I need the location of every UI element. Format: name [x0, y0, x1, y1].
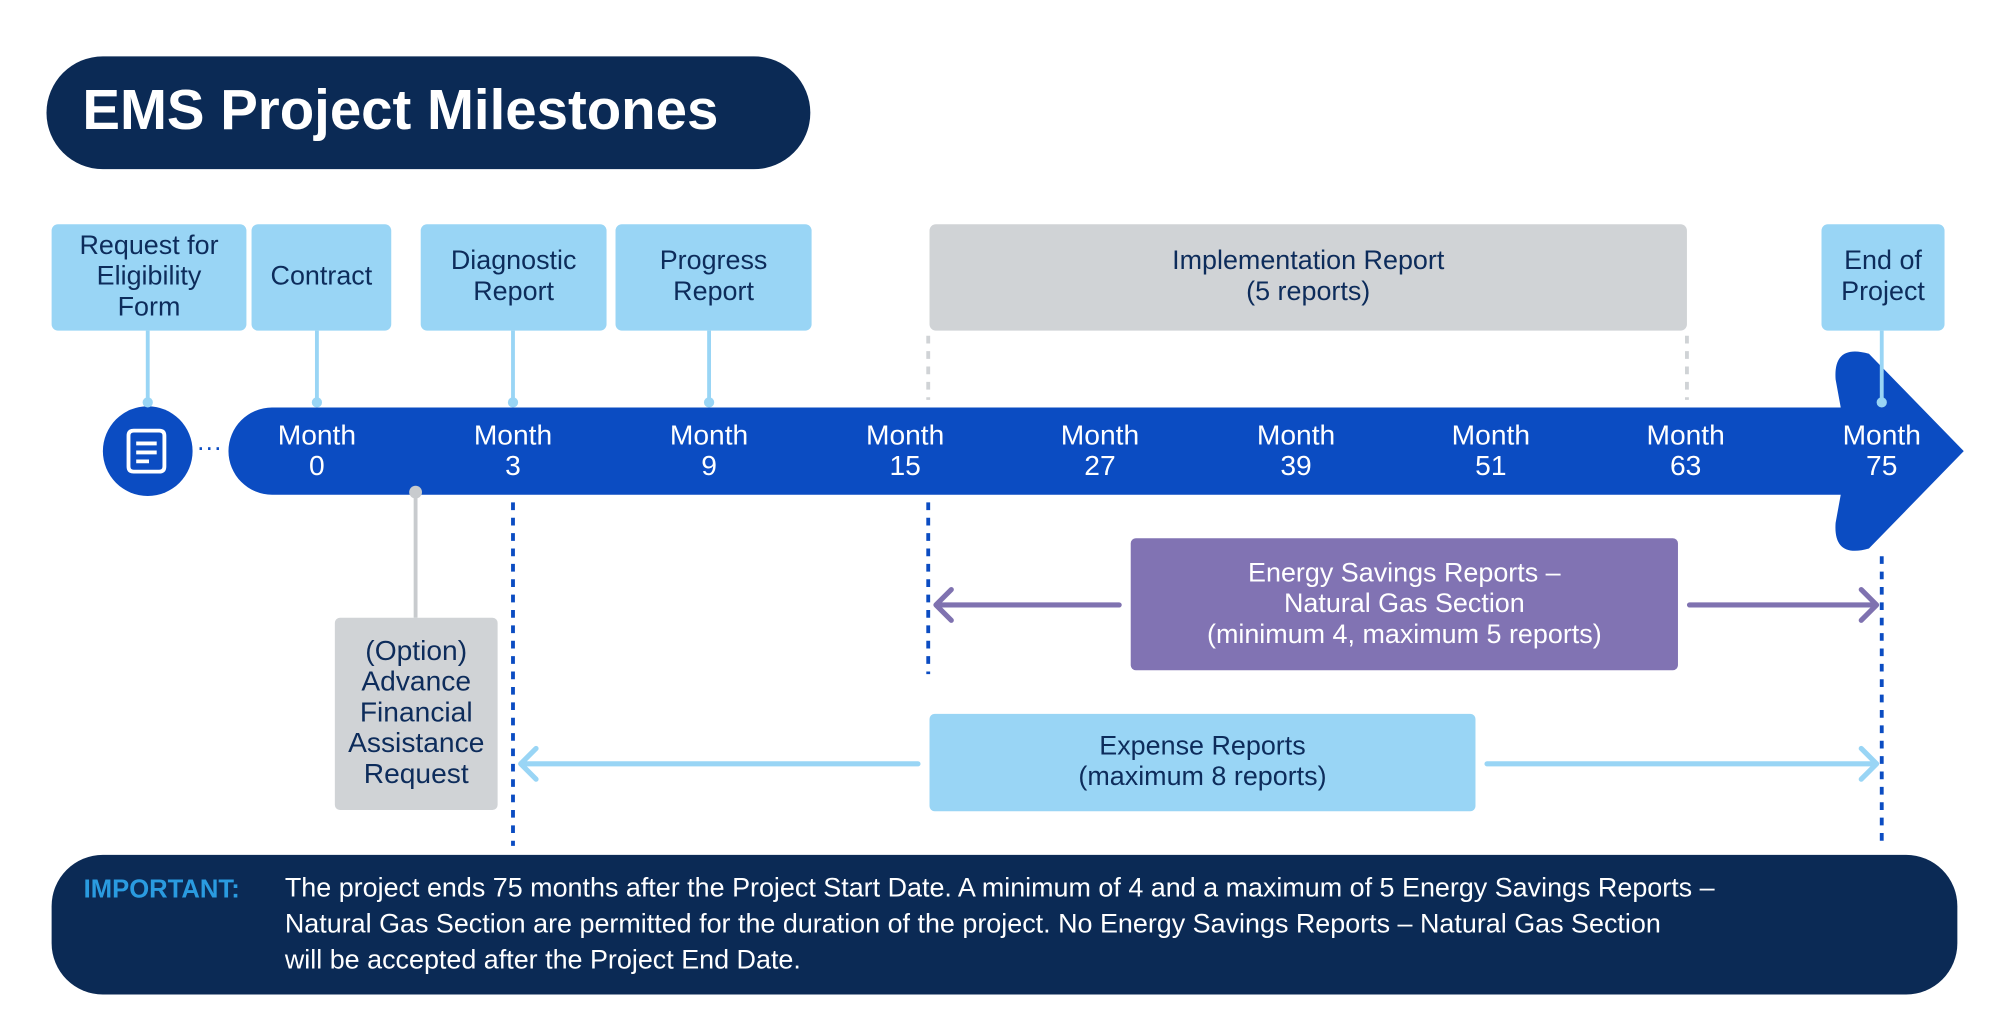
milestone-label: Report	[473, 276, 554, 306]
milestone-dot	[703, 397, 715, 408]
option-label: Financial	[360, 695, 473, 727]
month-label: 75	[1866, 449, 1897, 481]
milestone-dot	[1876, 397, 1887, 408]
month-label: Month	[1257, 418, 1335, 450]
milestone-box	[420, 224, 607, 331]
range-arrow	[1686, 586, 1880, 623]
expense-label: Expense Reports	[1099, 730, 1305, 760]
milestone-label: Report	[673, 276, 754, 306]
milestone-label: End of	[1844, 245, 1922, 275]
option-label: Advance	[361, 665, 471, 697]
important-text: Natural Gas Section are permitted for th…	[285, 908, 1661, 938]
option-label: Assistance	[348, 726, 484, 758]
title-pill	[46, 56, 811, 170]
milestone-box	[1821, 224, 1945, 331]
milestone-box	[251, 224, 392, 331]
timeline-arrow	[228, 351, 1964, 551]
milestone-label: Request for	[79, 230, 218, 260]
milestone-label: Form	[118, 291, 181, 321]
energy-label: Natural Gas Section	[1284, 588, 1525, 618]
milestone-box	[615, 224, 812, 331]
month-label: Month	[670, 418, 748, 450]
month-label: Month	[1843, 418, 1921, 450]
month-label: 27	[1084, 449, 1115, 481]
milestone-label: (5 reports)	[1246, 276, 1370, 306]
month-label: Month	[1452, 418, 1530, 450]
milestone-dot	[507, 397, 519, 408]
milestone-label: Contract	[271, 261, 373, 291]
important-box	[51, 854, 1958, 995]
month-label: 39	[1280, 449, 1311, 481]
expense-label: (maximum 8 reports)	[1078, 761, 1326, 791]
milestone-box	[929, 224, 1687, 331]
expense-box	[929, 713, 1476, 812]
option-box	[334, 617, 498, 810]
milestone-label: Eligibility	[97, 261, 202, 291]
range-arrows	[518, 586, 1880, 782]
month-label: Month	[278, 418, 356, 450]
milestone-label: Diagnostic	[451, 245, 577, 275]
month-label: 3	[505, 449, 521, 481]
month-label: Month	[866, 418, 944, 450]
month-label: 63	[1670, 449, 1701, 481]
month-label: Month	[474, 418, 552, 450]
milestone-label: Project	[1841, 276, 1925, 306]
energy-box	[1130, 538, 1678, 671]
month-label: 9	[701, 449, 717, 481]
important-label: IMPORTANT:	[84, 875, 240, 903]
milestone-box	[51, 224, 247, 331]
range-arrow	[518, 745, 921, 782]
ellipsis: ···	[196, 433, 222, 461]
month-label: Month	[1646, 418, 1724, 450]
milestone-dot	[142, 397, 153, 408]
form-icon	[126, 428, 167, 474]
month-label: 51	[1475, 449, 1506, 481]
month-label: 15	[889, 449, 920, 481]
month-label: 0	[309, 449, 325, 481]
option-label: (Option)	[365, 634, 467, 666]
milestone-dot	[311, 397, 323, 408]
month-label: Month	[1061, 418, 1139, 450]
form-icon-lines	[136, 441, 157, 464]
title: EMS Project Milestones	[82, 78, 718, 141]
range-arrow	[933, 586, 1122, 623]
guides	[511, 335, 1884, 846]
milestone-label: Progress	[660, 245, 768, 275]
range-arrow	[1484, 745, 1880, 782]
important-text: The project ends 75 months after the Pro…	[285, 873, 1715, 903]
energy-label: (minimum 4, maximum 5 reports)	[1207, 619, 1602, 649]
important-text: will be accepted after the Project End D…	[284, 944, 801, 974]
connector-dot	[409, 485, 422, 499]
milestone-label: Implementation Report	[1172, 245, 1445, 275]
energy-label: Energy Savings Reports –	[1248, 557, 1561, 587]
option-label: Request	[364, 757, 469, 789]
